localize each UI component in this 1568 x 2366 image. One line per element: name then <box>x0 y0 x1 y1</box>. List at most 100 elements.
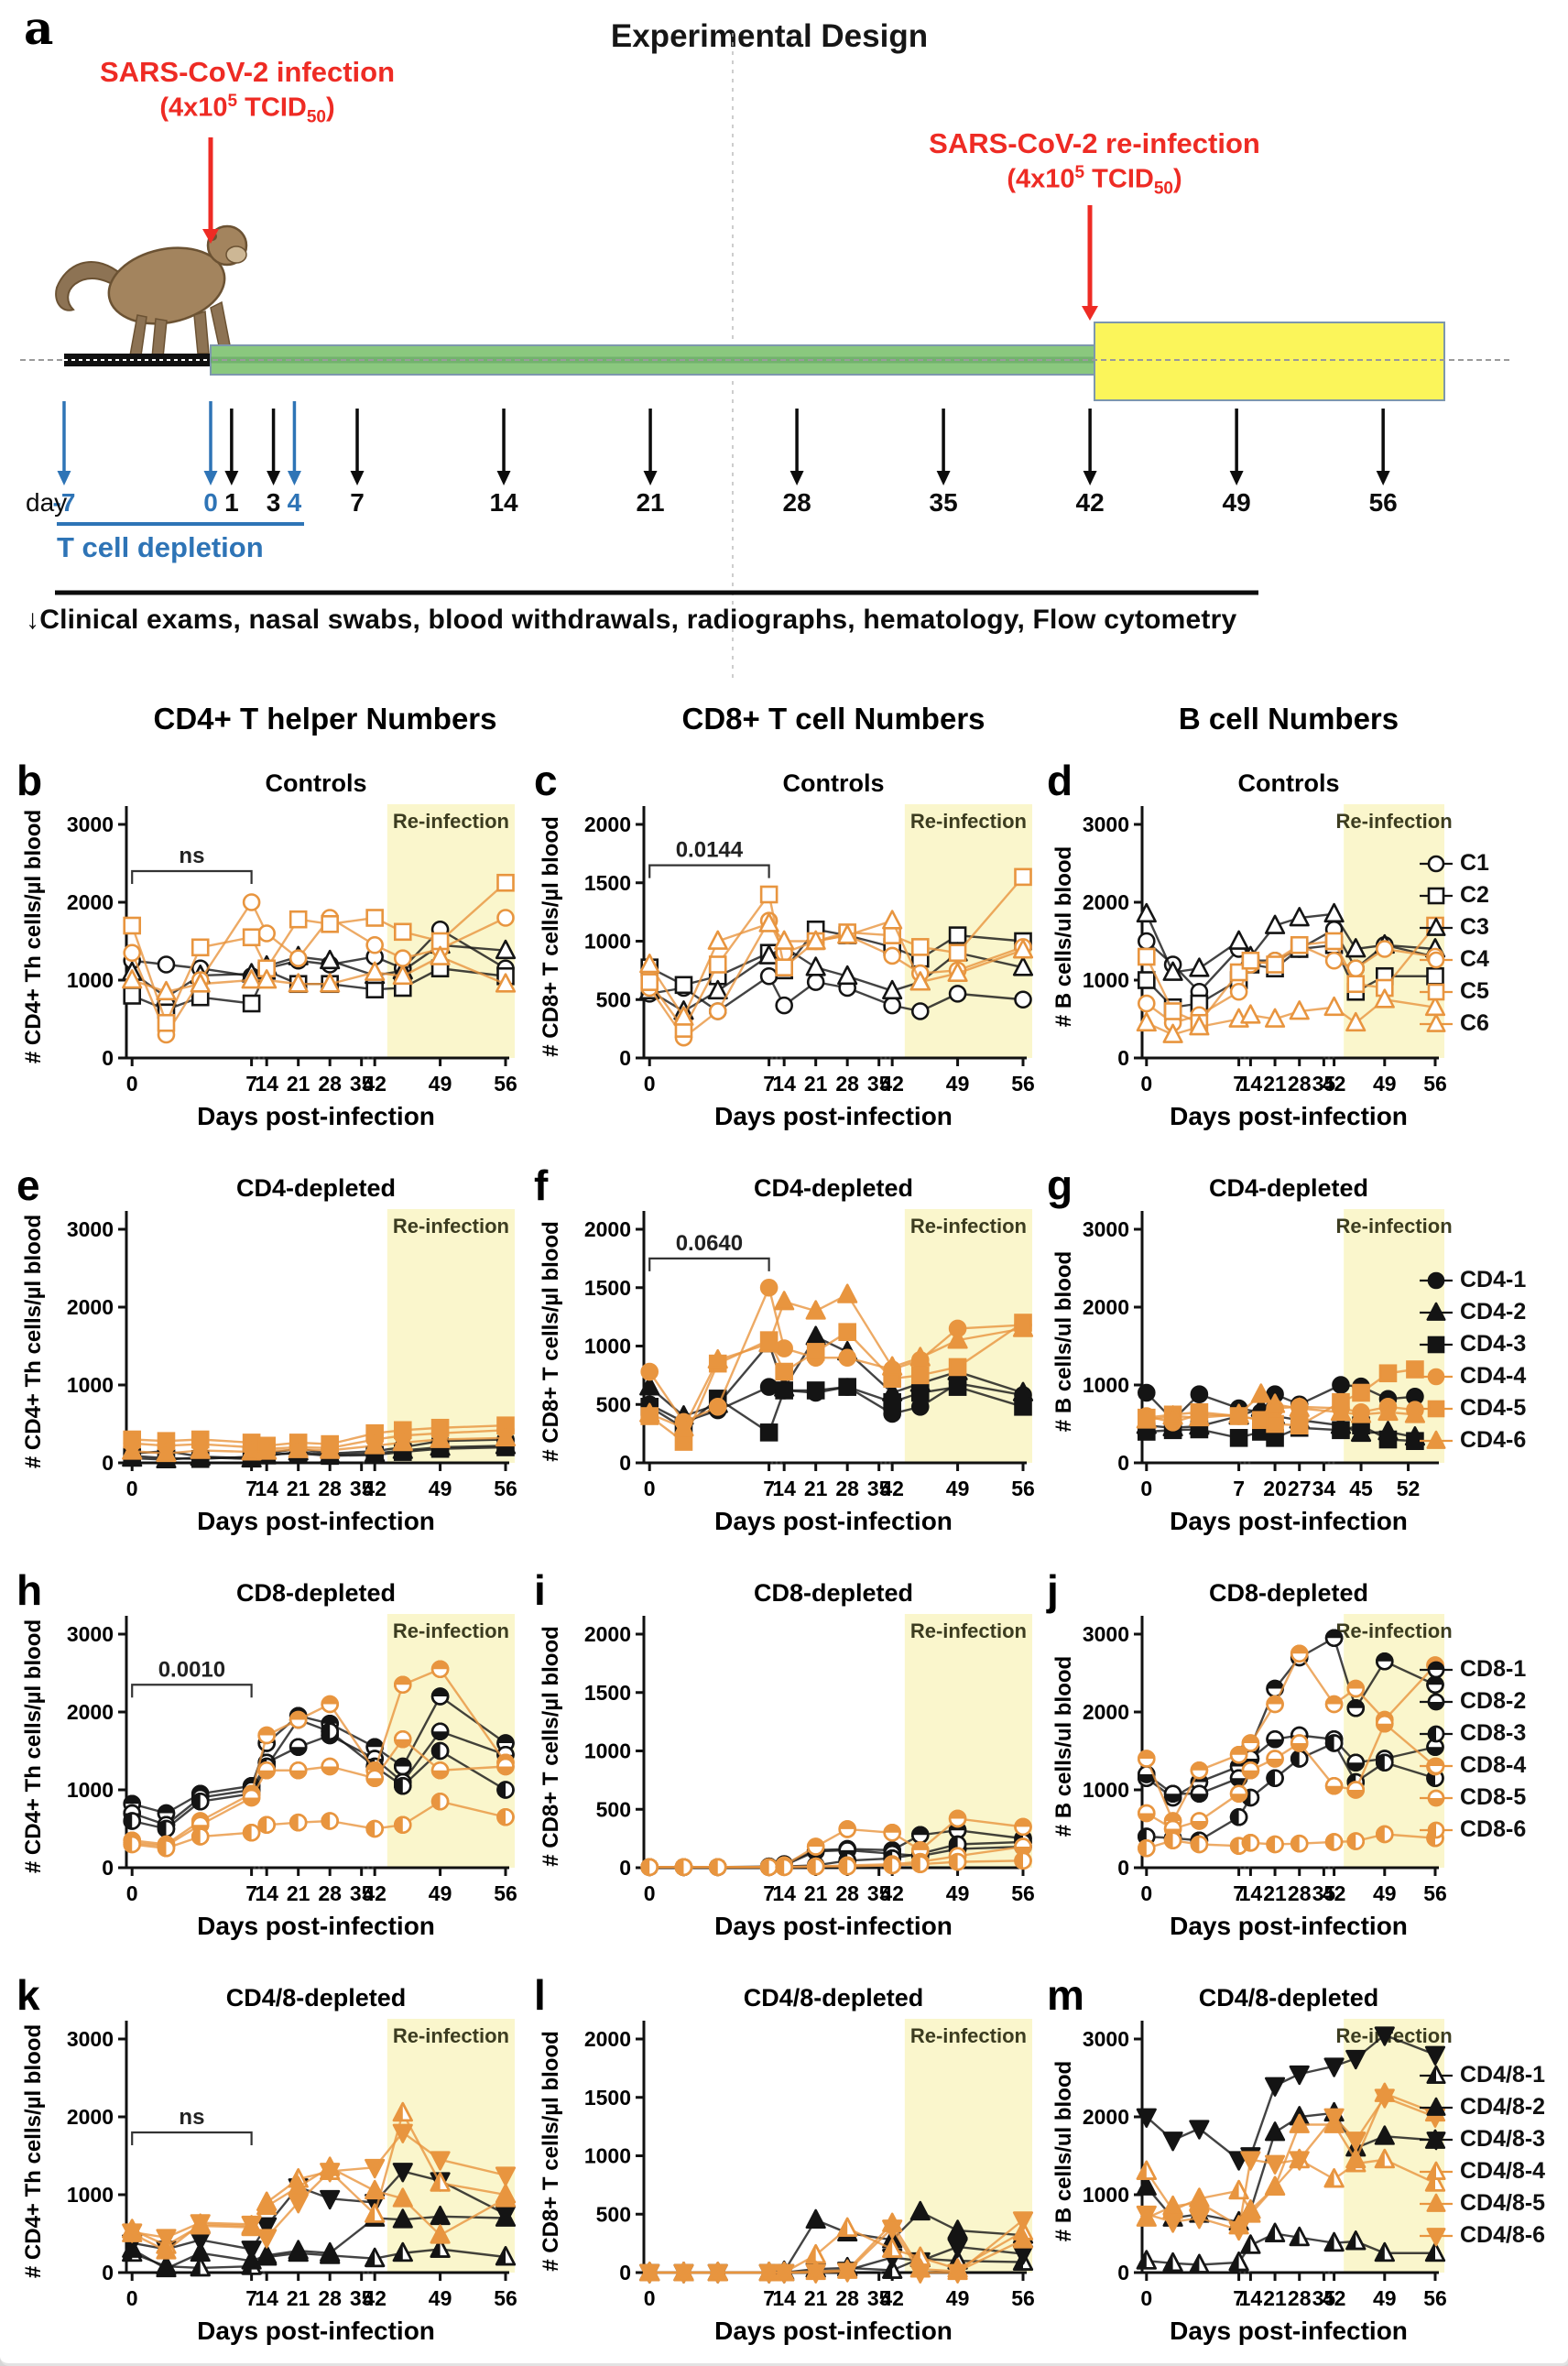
svg-text:49: 49 <box>1373 1881 1397 1905</box>
svg-text:7: 7 <box>1233 1072 1245 1096</box>
svg-text:28: 28 <box>835 1881 859 1905</box>
svg-text:14: 14 <box>772 1072 796 1096</box>
day-tick-label: 0 <box>203 488 218 517</box>
panel-title: Controls <box>266 769 367 797</box>
svg-text:7: 7 <box>245 1477 257 1500</box>
experimental-design-title: Experimental Design <box>610 18 929 54</box>
triangle-down-filled-icon <box>1420 2131 1453 2150</box>
svg-text:35: 35 <box>867 2286 891 2310</box>
y-axis-label: # CD8+ T cells/µl blood <box>539 2031 563 2272</box>
legend-item-CD48-1: CD4/8-1 <box>1418 2059 1545 2091</box>
svg-text:0: 0 <box>1140 1072 1152 1096</box>
svg-text:49: 49 <box>946 2286 970 2310</box>
svg-text:49: 49 <box>946 1881 970 1905</box>
svg-text:0: 0 <box>126 2286 138 2310</box>
series-CD48-6 <box>639 2211 1034 2284</box>
legend-item-C1: C1 <box>1418 847 1489 879</box>
svg-text:20: 20 <box>1263 1477 1287 1500</box>
legend-label: C1 <box>1460 850 1489 876</box>
column-header-cd4: CD4+ T helper Numbers <box>153 702 497 736</box>
svg-text:35: 35 <box>867 1881 891 1905</box>
svg-text:7: 7 <box>245 1881 257 1905</box>
svg-text:14: 14 <box>255 1477 278 1500</box>
svg-text:49: 49 <box>429 1477 452 1500</box>
panel-title: CD8-depleted <box>754 1579 913 1607</box>
panel-d-chart: Re-infection d Controls # B cells/ul blood D… <box>1047 757 1452 1130</box>
svg-text:2000: 2000 <box>67 1295 114 1319</box>
column-header-cd8: CD8+ T cell Numbers <box>681 702 985 736</box>
legend-label: CD4/8-1 <box>1460 2062 1546 2088</box>
svg-text:42: 42 <box>880 1881 904 1905</box>
svg-text:56: 56 <box>1011 1072 1035 1096</box>
reinfection-label-line1: SARS-CoV-2 re-infection <box>929 127 1260 159</box>
panel-d-letter: d <box>1047 757 1073 804</box>
series-CD8-6 <box>1138 1825 1444 1858</box>
legend-cd8-depleted: CD8-1 CD8-2 CD8-3 CD8-4 CD8-5 CD8-6 <box>1418 1653 1526 1846</box>
x-axis-label: Days post-infection <box>197 1507 435 1535</box>
svg-text:56: 56 <box>1423 2286 1447 2310</box>
panel-title: CD8-depleted <box>236 1579 396 1607</box>
svg-text:56: 56 <box>1423 1072 1447 1096</box>
y-axis-label: # B cells/ul blood <box>1051 2061 1076 2241</box>
legend-label: CD4-3 <box>1460 1331 1527 1357</box>
svg-text:42: 42 <box>1323 1072 1346 1096</box>
reinfection-box-label: Re-infection <box>910 810 1027 833</box>
triangle-open-icon <box>1420 917 1453 936</box>
svg-text:56: 56 <box>494 1072 517 1096</box>
legend-label: CD8-1 <box>1460 1656 1527 1682</box>
svg-text:42: 42 <box>363 1881 387 1905</box>
svg-text:0: 0 <box>619 2261 631 2284</box>
panel-k-letter: k <box>16 1971 40 2019</box>
legend-label: CD8-2 <box>1460 1688 1527 1714</box>
panel-l-chart: Re-infection l CD4/8-depleted # CD8+ T cell… <box>534 1971 1035 2345</box>
panel-title: CD4/8-depleted <box>744 1984 924 2012</box>
reinfection-box-label: Re-infection <box>1336 810 1452 833</box>
svg-text:1000: 1000 <box>67 1778 114 1802</box>
svg-text:0: 0 <box>1117 1046 1129 1070</box>
svg-text:0: 0 <box>619 1451 631 1475</box>
svg-text:0: 0 <box>619 1046 631 1070</box>
svg-text:2000: 2000 <box>1083 890 1129 914</box>
x-axis-label: Days post-infection <box>1170 2317 1408 2345</box>
legend-label: C3 <box>1460 914 1489 940</box>
svg-text:21: 21 <box>1263 1072 1287 1096</box>
panel-i-letter: i <box>534 1566 546 1614</box>
svg-text:21: 21 <box>287 1072 310 1096</box>
panel-j-chart: Re-infection j CD8-depleted # B cells/ul bl… <box>1046 1566 1452 1940</box>
y-axis-label: # B cells/ul blood <box>1051 1656 1076 1837</box>
t-cell-depletion-label: T cell depletion <box>57 531 264 563</box>
day-tick-label: 42 <box>1076 488 1105 517</box>
monkey-icon <box>55 224 248 358</box>
panel-b-chart: Re-infection b Controls # CD4+ Th cells/µl … <box>16 757 517 1130</box>
legend-item-CD48-3: CD4/8-3 <box>1418 2123 1545 2155</box>
infection-label: SARS-CoV-2 infection (4x105 TCID50) <box>73 55 421 128</box>
panel-b-letter: b <box>16 757 42 804</box>
series-CD4-5 <box>123 1416 515 1456</box>
legend-label: CD4/8-2 <box>1460 2094 1546 2120</box>
y-axis-label: # CD8+ T cells/µl blood <box>539 816 563 1057</box>
svg-text:49: 49 <box>946 1072 970 1096</box>
svg-text:0: 0 <box>1117 2261 1129 2284</box>
legend-label: C4 <box>1460 946 1489 972</box>
reinfection-shade <box>904 804 1032 1058</box>
svg-text:3000: 3000 <box>67 2027 114 2051</box>
svg-text:2000: 2000 <box>584 2027 631 2051</box>
significance-label: 0.0640 <box>676 1231 743 1256</box>
svg-text:35: 35 <box>350 2286 374 2310</box>
svg-text:1500: 1500 <box>584 2086 631 2110</box>
svg-text:0: 0 <box>644 1477 656 1500</box>
svg-text:28: 28 <box>318 2286 342 2310</box>
triangle-half-icon <box>1420 2065 1453 2084</box>
reinfection-dose: (4x105 TCID50) <box>1007 162 1182 199</box>
legend-item-CD8-5: CD8-5 <box>1418 1782 1526 1814</box>
legend-item-C2: C2 <box>1418 879 1489 911</box>
panel-h-chart: Re-infection h CD8-depleted # CD4+ Th cells… <box>16 1566 517 1940</box>
panel-title: Controls <box>783 769 885 797</box>
legend-item-CD8-3: CD8-3 <box>1418 1717 1526 1750</box>
legend-item-C5: C5 <box>1418 976 1489 1008</box>
reinfection-box-label: Re-infection <box>393 1619 509 1642</box>
svg-text:56: 56 <box>1011 2286 1035 2310</box>
legend-item-CD8-6: CD8-6 <box>1418 1814 1526 1846</box>
svg-text:21: 21 <box>804 1477 828 1500</box>
